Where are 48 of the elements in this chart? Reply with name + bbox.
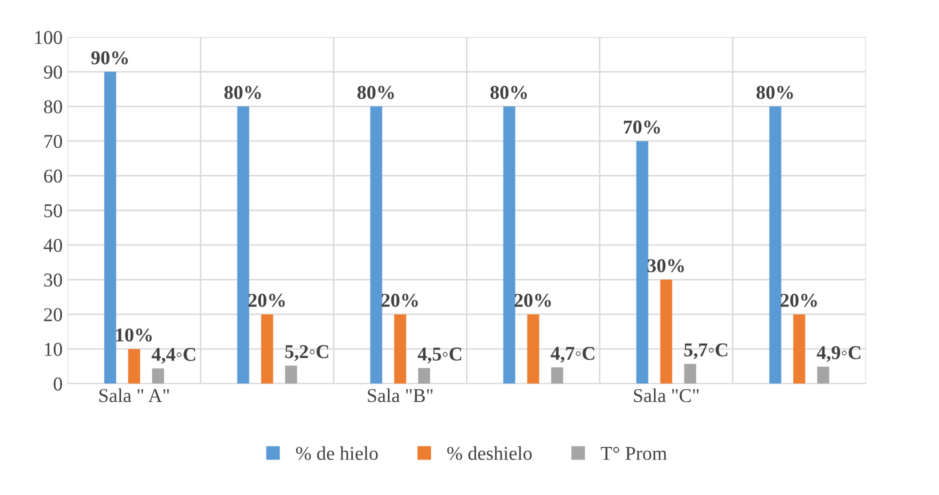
legend-label: % deshielo bbox=[447, 446, 532, 460]
bar bbox=[128, 348, 140, 384]
data-label: 4,5◦C bbox=[418, 348, 462, 364]
y-tick-label: 10 bbox=[45, 342, 62, 356]
bar bbox=[370, 106, 382, 384]
bar bbox=[817, 366, 830, 384]
data-label: 10% bbox=[116, 328, 152, 342]
data-label: 4,7◦C bbox=[550, 346, 594, 363]
x-tick-label: Sala "C" bbox=[634, 388, 699, 402]
y-tick-label: 50 bbox=[44, 204, 62, 218]
bar bbox=[503, 106, 516, 384]
y-tick-label: 0 bbox=[54, 377, 62, 391]
data-label: 80% bbox=[490, 86, 527, 100]
data-label: 5,2◦C bbox=[285, 345, 328, 362]
data-label: 5,7◦C bbox=[684, 343, 728, 360]
bar bbox=[684, 364, 696, 384]
bar bbox=[394, 314, 406, 384]
y-tick-label: 90 bbox=[44, 66, 62, 79]
y-tick-label: 100 bbox=[35, 30, 62, 44]
bar bbox=[261, 314, 274, 384]
y-tick-label: 20 bbox=[44, 308, 62, 322]
bar bbox=[104, 72, 116, 384]
data-label: 70% bbox=[624, 120, 660, 134]
data-label: 80% bbox=[224, 86, 261, 100]
bar bbox=[418, 368, 430, 384]
legend-label: % de hielo bbox=[296, 446, 378, 460]
bar bbox=[793, 314, 806, 384]
y-tick-label: 30 bbox=[44, 273, 62, 287]
data-label: 4,4◦C bbox=[152, 348, 196, 364]
bar bbox=[551, 367, 564, 384]
bar bbox=[285, 366, 298, 384]
bar bbox=[152, 368, 164, 384]
bar bbox=[237, 106, 250, 384]
bar bbox=[660, 280, 672, 384]
x-tick-label: Sala "B" bbox=[368, 388, 433, 402]
y-tick-label: 80 bbox=[44, 100, 62, 114]
data-label: 80% bbox=[357, 86, 394, 100]
bar bbox=[527, 314, 540, 384]
data-label: 80% bbox=[756, 86, 793, 100]
y-tick-label: 70 bbox=[44, 134, 62, 148]
data-label: 90% bbox=[91, 51, 128, 64]
legend-label: T° Prom bbox=[600, 446, 667, 460]
data-label: 4,9◦C bbox=[816, 346, 860, 362]
bar bbox=[636, 141, 648, 384]
y-tick-label: 40 bbox=[44, 238, 62, 252]
x-tick-label: Sala " A" bbox=[99, 388, 169, 402]
bar bbox=[769, 106, 782, 384]
y-tick-label: 60 bbox=[44, 170, 62, 183]
